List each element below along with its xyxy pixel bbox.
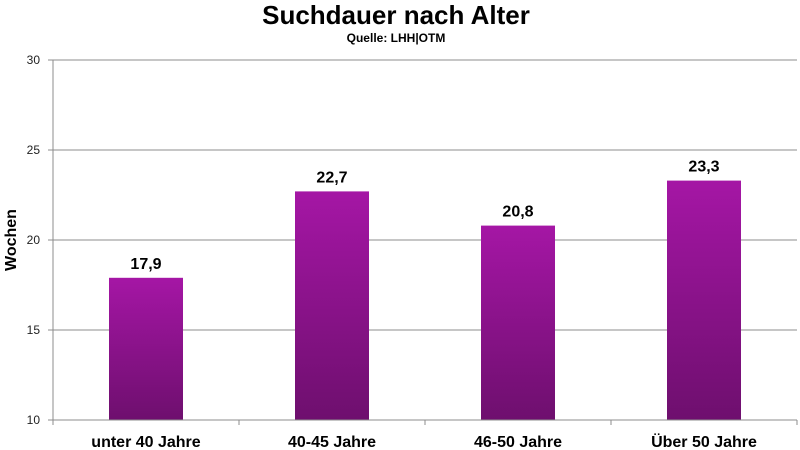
x-tick-label: Über 50 Jahre (651, 432, 757, 450)
y-tick-label: 30 (27, 53, 41, 67)
chart-subtitle: Quelle: LHH|OTM (347, 31, 446, 45)
y-axis-ticks: 10 15 20 25 30 (27, 53, 53, 427)
bar (481, 225, 555, 420)
y-tick-label: 20 (27, 233, 41, 247)
x-tick-label: 40-45 Jahre (288, 434, 376, 450)
data-label: 17,9 (130, 256, 161, 273)
x-tick-label: 46-50 Jahre (474, 434, 562, 450)
bar (109, 277, 183, 420)
x-axis-ticks: unter 40 Jahre 40-45 Jahre 46-50 Jahre Über… (52, 420, 798, 450)
data-label: 20,8 (502, 204, 533, 221)
data-label: 23,3 (688, 159, 719, 176)
data-label: 22,7 (316, 169, 347, 186)
bar (667, 180, 741, 420)
bar (295, 191, 369, 420)
chart-title: Suchdauer nach Alter (262, 0, 530, 30)
bars (109, 180, 741, 420)
y-tick-label: 10 (27, 413, 41, 427)
y-tick-label: 15 (27, 323, 41, 337)
y-axis-label: Wochen (3, 209, 20, 271)
data-labels: 17,9 22,7 20,8 23,3 (130, 159, 719, 273)
x-tick-label: unter 40 Jahre (91, 434, 200, 450)
y-tick-label: 25 (27, 143, 41, 157)
